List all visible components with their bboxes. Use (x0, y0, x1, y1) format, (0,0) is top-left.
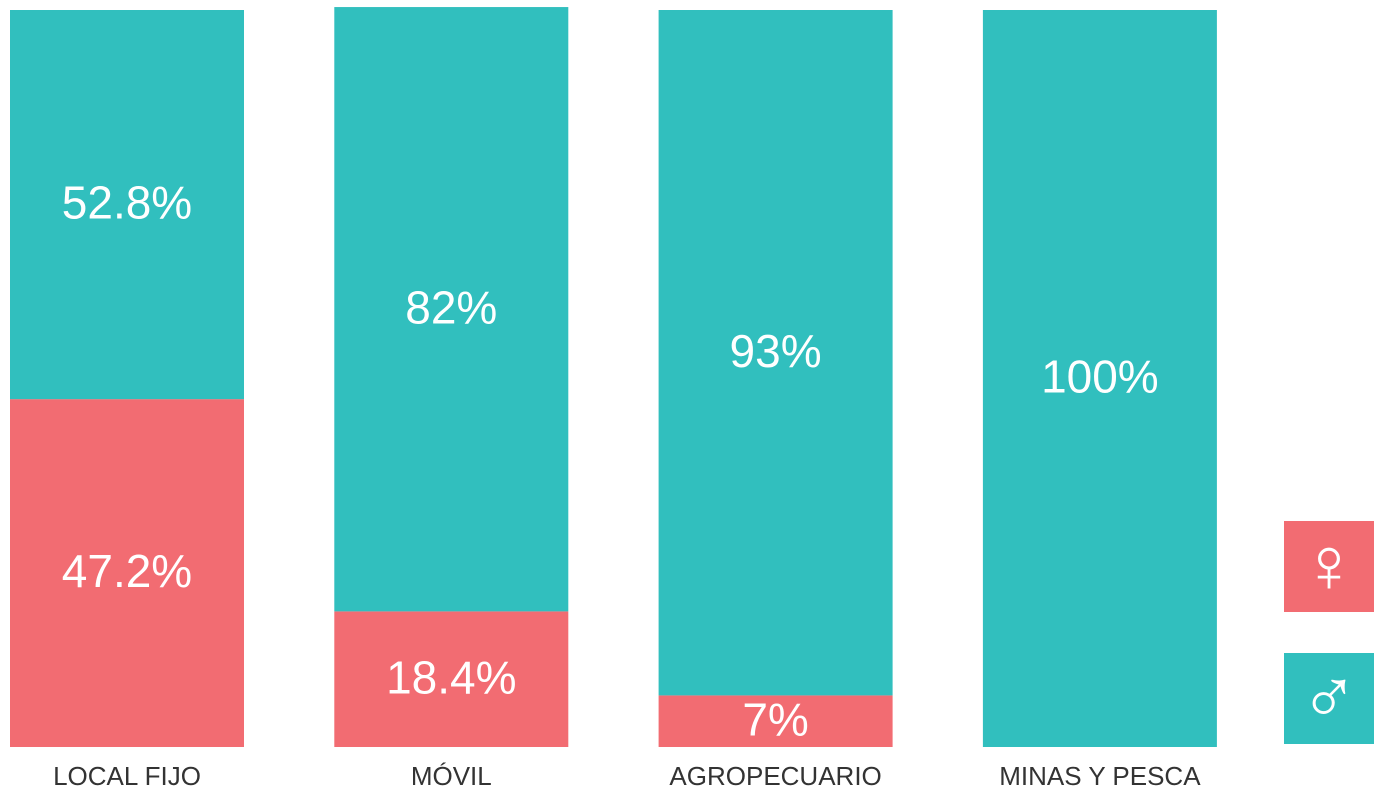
value-label: 93% (730, 325, 822, 377)
value-label: 100% (1041, 351, 1159, 403)
value-label: 52.8% (62, 177, 192, 229)
x-tick-label: AGROPECUARIO (669, 761, 881, 791)
bar-segment (334, 7, 569, 612)
bar-segment (658, 10, 893, 696)
bar-segment (334, 611, 569, 747)
value-label: 18.4% (386, 651, 516, 703)
legend-label: ♂ (1300, 653, 1359, 741)
bar-segment (10, 399, 244, 747)
value-label: 7% (742, 693, 808, 745)
legend-swatch (1284, 521, 1374, 612)
value-label: 47.2% (62, 545, 192, 597)
bar-segment (658, 695, 893, 747)
x-tick-label: LOCAL FIJO (53, 761, 201, 791)
x-tick-label: MÓVIL (411, 761, 492, 791)
bar-segment (10, 10, 244, 400)
value-label: 82% (405, 281, 497, 333)
legend-label: ♀ (1300, 521, 1359, 609)
legend-swatch (1284, 653, 1374, 744)
bar-segment (982, 10, 1217, 747)
x-tick-label: MINAS Y PESCA (999, 761, 1201, 791)
